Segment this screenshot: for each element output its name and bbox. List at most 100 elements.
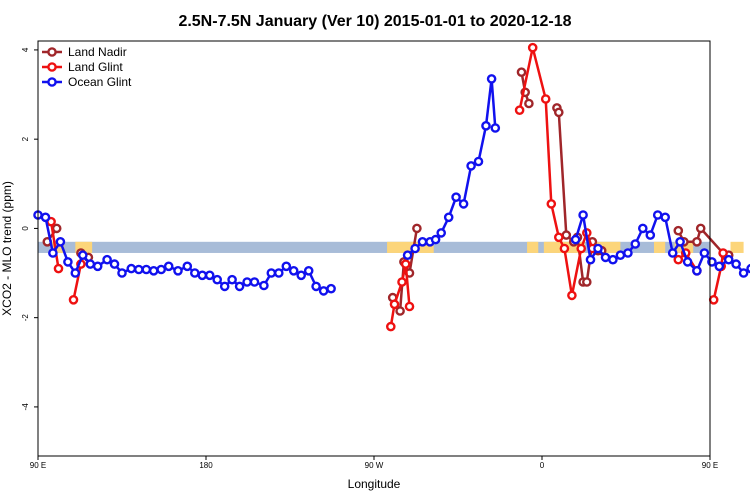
- data-point: [410, 243, 420, 254]
- data-point: [466, 161, 476, 171]
- data-point: [182, 261, 193, 272]
- ocean-band: [38, 241, 710, 253]
- data-point: [458, 199, 469, 209]
- data-point: [402, 250, 413, 260]
- data-point: [600, 252, 611, 263]
- data-point: [51, 223, 62, 234]
- chart-title: 2.5N-7.5N January (Ver 10) 2015-01-01 to…: [178, 13, 571, 30]
- series-ocean-glint: [33, 74, 750, 296]
- data-point: [652, 210, 663, 220]
- legend-marker: [47, 62, 57, 72]
- data-point: [436, 228, 447, 238]
- data-point: [204, 270, 215, 281]
- data-point: [68, 294, 79, 305]
- land-band-segment: [527, 241, 539, 253]
- data-point: [695, 223, 706, 234]
- data-point: [404, 301, 415, 312]
- data-point: [524, 98, 534, 109]
- y-tick-label: 2: [21, 136, 30, 141]
- series-layer: [33, 42, 750, 332]
- data-point: [576, 243, 587, 254]
- data-point: [615, 250, 626, 260]
- data-point: [708, 294, 719, 305]
- data-point: [490, 123, 501, 133]
- data-point: [692, 236, 702, 247]
- data-point: [673, 225, 684, 236]
- data-point: [126, 263, 137, 274]
- legend-item: Land Glint: [42, 60, 123, 74]
- data-point: [412, 223, 422, 234]
- x-tick-label: 0: [540, 461, 545, 470]
- data-point: [582, 277, 592, 287]
- legend-label: Land Glint: [68, 60, 123, 74]
- data-point: [48, 248, 58, 258]
- x-tick-label: 90 E: [30, 461, 46, 470]
- series-line: [518, 46, 594, 297]
- data-point: [117, 268, 127, 278]
- land-band-segment: [594, 241, 621, 253]
- series-land-glint: [46, 42, 728, 332]
- data-point: [400, 259, 411, 269]
- data-point: [266, 268, 277, 278]
- data-point: [527, 42, 538, 53]
- data-point: [692, 265, 702, 276]
- data-point: [259, 280, 269, 291]
- y-tick-label: 0: [21, 226, 30, 231]
- data-point: [417, 236, 428, 247]
- y-axis: 4 2 0 -2 -4: [21, 47, 38, 410]
- land-band-segment: [730, 241, 744, 253]
- y-axis-label: XCO2 - MLO trend (ppm): [0, 181, 14, 316]
- data-point: [133, 264, 144, 275]
- data-point: [385, 321, 396, 332]
- data-point: [85, 259, 96, 269]
- data-point: [148, 265, 159, 276]
- y-tick-label: 4: [21, 47, 30, 52]
- data-point: [567, 290, 577, 301]
- data-point: [40, 212, 51, 223]
- data-point: [326, 283, 336, 294]
- data-point: [163, 261, 174, 272]
- data-point: [699, 248, 710, 258]
- data-point: [311, 281, 321, 292]
- data-point: [559, 243, 570, 254]
- data-point: [578, 210, 588, 220]
- data-point: [746, 263, 750, 274]
- legend-label: Land Nadir: [68, 45, 127, 59]
- data-point: [63, 257, 73, 267]
- series-land-nadir: [42, 67, 734, 316]
- series-line: [72, 263, 83, 301]
- data-point: [514, 105, 525, 115]
- data-point: [738, 268, 749, 278]
- data-point: [173, 265, 183, 276]
- data-point: [296, 270, 307, 281]
- land-band-segment: [75, 241, 93, 253]
- data-point: [630, 239, 641, 249]
- land-band-segment: [387, 241, 434, 253]
- legend-label: Ocean Glint: [68, 75, 132, 89]
- legend-item: Land Nadir: [42, 45, 127, 59]
- data-point: [546, 199, 557, 209]
- data-point: [318, 286, 329, 296]
- data-point: [486, 74, 497, 84]
- data-point: [249, 277, 260, 287]
- data-point: [570, 234, 581, 245]
- data-point: [397, 277, 407, 287]
- y-tick-label: -4: [21, 403, 30, 411]
- data-point: [593, 243, 603, 254]
- data-point: [673, 254, 684, 265]
- data-point: [242, 277, 252, 287]
- data-point: [554, 107, 564, 118]
- x-axis-label: Longitude: [348, 477, 401, 491]
- data-point: [70, 268, 81, 278]
- data-point: [718, 248, 728, 258]
- data-point: [682, 257, 693, 267]
- x-tick-label: 90 E: [702, 461, 718, 470]
- data-point: [451, 192, 461, 202]
- data-point: [53, 263, 64, 274]
- legend-item: Ocean Glint: [42, 75, 132, 89]
- data-point: [554, 232, 564, 243]
- data-point: [638, 223, 648, 234]
- data-point: [585, 254, 596, 265]
